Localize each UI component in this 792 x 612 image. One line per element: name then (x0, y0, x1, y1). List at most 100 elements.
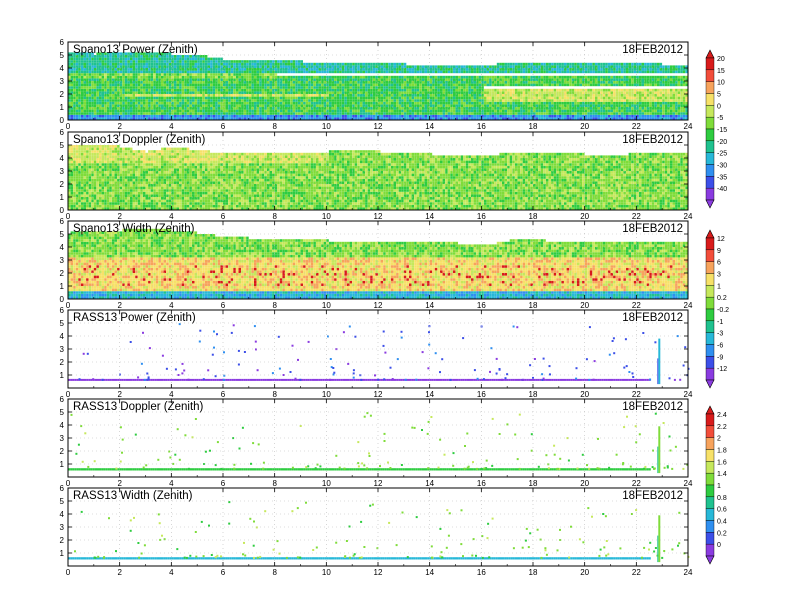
heat-cell (363, 76, 366, 79)
heat-cell (244, 107, 247, 110)
heat-cell (375, 91, 378, 94)
heat-cell (262, 112, 265, 115)
heat-cell (443, 115, 446, 118)
heat-cell (608, 65, 611, 68)
heat-cell (127, 68, 129, 71)
heat-cell (189, 104, 192, 107)
heat-cell (226, 112, 229, 115)
heat-cell (251, 60, 254, 63)
heat-cell (419, 71, 422, 74)
heat-cell (613, 115, 616, 118)
heat-cell (306, 81, 309, 84)
heat-cell (213, 63, 216, 66)
heat-cell (324, 81, 327, 84)
heat-cell (626, 68, 629, 71)
heat-cell (435, 91, 438, 94)
heat-cell (73, 60, 76, 63)
heat-cell (236, 99, 239, 102)
heat-cell (476, 68, 479, 71)
heat-cell (192, 89, 195, 92)
heat-cell (616, 107, 619, 110)
heat-cell (422, 107, 425, 110)
heat-cell (572, 97, 575, 100)
heat-cell (272, 84, 275, 87)
heat-cell (316, 110, 319, 113)
heat-cell (347, 65, 350, 68)
heat-cell (166, 73, 169, 76)
heat-cell (187, 91, 190, 94)
heat-cell (629, 112, 632, 115)
heat-cell (316, 89, 319, 92)
heat-cell (218, 97, 221, 100)
heat-cell (370, 104, 373, 107)
heat-cell (368, 91, 371, 94)
heat-cell (458, 86, 461, 89)
heat-cell (215, 65, 218, 68)
heat-cell (140, 76, 143, 79)
heat-cell (184, 97, 187, 100)
heat-cell (295, 94, 298, 97)
heat-cell (618, 97, 621, 100)
heat-cell (515, 102, 518, 105)
heat-cell (347, 78, 350, 81)
heat-cell (313, 65, 316, 68)
heat-cell (551, 68, 554, 71)
heat-cell (187, 84, 190, 87)
heat-cell (270, 84, 273, 87)
heat-cell (112, 71, 115, 74)
heat-cell (270, 91, 273, 94)
heat-cell (339, 89, 342, 92)
heat-cell (187, 115, 190, 118)
heat-cell (383, 104, 386, 107)
heat-cell (228, 97, 231, 100)
heat-cell (644, 63, 647, 66)
heat-cell (223, 102, 226, 105)
heat-cell (561, 63, 564, 66)
heat-cell (549, 94, 552, 97)
heat-cell (288, 65, 291, 68)
heat-cell (332, 71, 335, 74)
heat-cell (89, 86, 92, 89)
heat-cell (171, 81, 174, 84)
heat-cell (373, 97, 376, 100)
heat-cell (520, 107, 523, 110)
heat-cell (236, 107, 239, 110)
heat-cell (321, 76, 324, 79)
heat-cell (89, 71, 92, 74)
heat-cell (270, 110, 273, 113)
heat-cell (112, 107, 115, 110)
heat-cell (120, 104, 123, 107)
heat-cell (202, 110, 205, 113)
heat-cell (102, 73, 105, 76)
heat-cell (89, 102, 92, 105)
heat-cell (223, 94, 226, 97)
heat-cell (282, 89, 285, 92)
heat-cell (631, 63, 634, 66)
heat-cell (277, 60, 280, 63)
heat-cell (86, 97, 89, 100)
heat-cell (344, 102, 347, 105)
heat-cell (115, 94, 118, 97)
heat-cell (422, 68, 425, 71)
heat-cell (272, 63, 275, 66)
heat-cell (313, 107, 316, 110)
heat-cell (642, 94, 645, 97)
heat-cell (352, 65, 355, 68)
heat-cell (169, 81, 172, 84)
heat-cell (334, 102, 337, 105)
heat-cell (112, 68, 115, 71)
heat-cell (618, 89, 621, 92)
heat-cell (236, 94, 239, 97)
heat-cell (153, 84, 156, 87)
heat-cell (189, 115, 192, 118)
heat-cell (468, 110, 471, 113)
heat-cell (208, 97, 211, 100)
heat-cell (370, 110, 373, 113)
heat-cell (270, 112, 273, 115)
heat-cell (572, 76, 575, 79)
heat-cell (479, 99, 482, 102)
heat-cell (611, 84, 614, 87)
heat-cell (241, 115, 244, 118)
heat-cell (453, 81, 456, 84)
